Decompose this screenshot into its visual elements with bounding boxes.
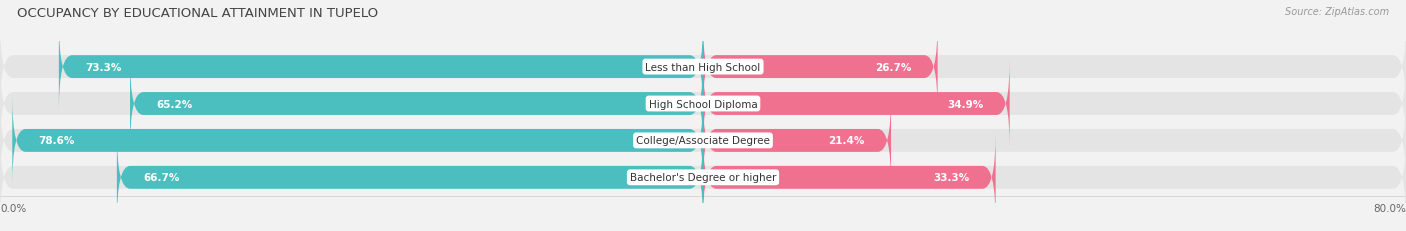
Text: 73.3%: 73.3% [86, 62, 121, 72]
FancyBboxPatch shape [0, 24, 1406, 111]
Text: Source: ZipAtlas.com: Source: ZipAtlas.com [1285, 7, 1389, 17]
Text: 0.0%: 0.0% [0, 203, 27, 213]
FancyBboxPatch shape [59, 24, 703, 111]
FancyBboxPatch shape [703, 97, 891, 185]
Text: High School Diploma: High School Diploma [648, 99, 758, 109]
Text: 65.2%: 65.2% [156, 99, 193, 109]
Text: 21.4%: 21.4% [828, 136, 865, 146]
Text: 80.0%: 80.0% [1374, 203, 1406, 213]
FancyBboxPatch shape [13, 97, 703, 185]
FancyBboxPatch shape [129, 60, 703, 148]
FancyBboxPatch shape [703, 60, 1010, 148]
Text: Less than High School: Less than High School [645, 62, 761, 72]
Text: Bachelor's Degree or higher: Bachelor's Degree or higher [630, 173, 776, 182]
Text: 26.7%: 26.7% [875, 62, 911, 72]
FancyBboxPatch shape [0, 97, 1406, 185]
Text: 66.7%: 66.7% [143, 173, 180, 182]
FancyBboxPatch shape [117, 134, 703, 221]
Text: 33.3%: 33.3% [934, 173, 969, 182]
Text: 78.6%: 78.6% [39, 136, 75, 146]
FancyBboxPatch shape [0, 60, 1406, 148]
FancyBboxPatch shape [703, 134, 995, 221]
Text: OCCUPANCY BY EDUCATIONAL ATTAINMENT IN TUPELO: OCCUPANCY BY EDUCATIONAL ATTAINMENT IN T… [17, 7, 378, 20]
FancyBboxPatch shape [703, 24, 938, 111]
FancyBboxPatch shape [0, 134, 1406, 221]
Text: College/Associate Degree: College/Associate Degree [636, 136, 770, 146]
Text: 34.9%: 34.9% [948, 99, 983, 109]
